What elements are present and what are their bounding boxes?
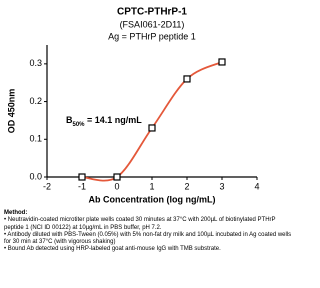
y-tick-label: 0.3: [29, 58, 42, 68]
method-item: • Neutravidin-coated microtiter plate we…: [4, 217, 276, 231]
y-tick-label: 0.1: [29, 134, 42, 144]
data-point: [148, 124, 156, 132]
annotation-part: B: [66, 115, 73, 125]
x-tick-label: 4: [254, 181, 259, 191]
method-title: Method:: [4, 210, 28, 216]
data-point: [218, 58, 226, 66]
annotation-part: = 14.1 ng/mL: [85, 115, 143, 125]
chart: CPTC-PTHrP-1 (FSAI061-2D11) Ag = PTHrP p…: [6, 7, 259, 205]
chart-subtitle: (FSAI061-2D11): [120, 19, 185, 29]
data-point: [78, 173, 86, 181]
x-tick-label: 2: [184, 181, 189, 191]
data-point: [113, 173, 121, 181]
data-point: [183, 75, 191, 83]
annotation-subscript: 50%: [73, 122, 86, 128]
x-tick-label: 1: [149, 181, 154, 191]
method-item: • Antibody diluted with PBS-Tween (0.05%…: [4, 231, 292, 246]
y-axis-label: OD 450nm: [6, 89, 16, 134]
x-tick-label: 0: [114, 181, 119, 191]
antigen-label: Ag = PTHrP peptide 1: [108, 31, 196, 41]
method: Method: • Neutravidin-coated microtiter …: [4, 210, 296, 254]
x-tick-label: -2: [43, 181, 51, 191]
page: {"chart_data": {"type": "scatter", "titl…: [4, 6, 296, 254]
y-tick-label: 0.0: [29, 171, 42, 181]
annotation: B50% = 14.1 ng/mL: [66, 115, 142, 127]
x-tick-label: -1: [78, 181, 86, 191]
y-tick-label: 0.2: [29, 96, 42, 106]
x-tick-label: 3: [219, 181, 224, 191]
chart-title: CPTC-PTHrP-1: [117, 7, 187, 18]
x-axis-label: Ab Concentration (log ng/mL): [89, 194, 216, 204]
method-item: • Bound Ab detected using HRP-labeled go…: [4, 246, 221, 253]
